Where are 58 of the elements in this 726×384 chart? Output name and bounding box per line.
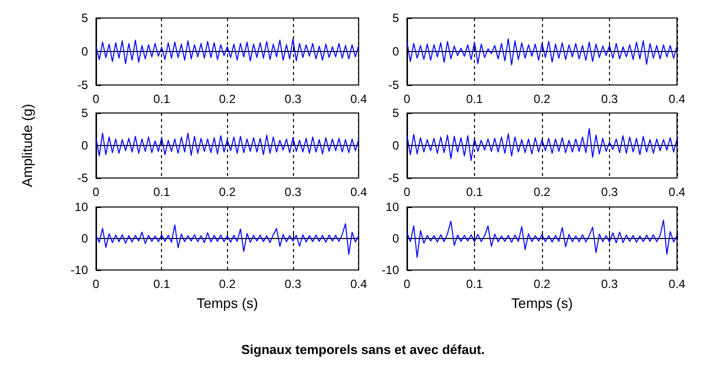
y-tick-label: 5 <box>81 106 88 120</box>
x-tick-label: 0.1 <box>153 277 170 291</box>
x-tick-label: 0.2 <box>218 92 236 106</box>
x-tick-label: 0 <box>92 277 100 291</box>
x-tick-label: 0.1 <box>466 185 484 199</box>
x-tick-label: 0.3 <box>601 277 618 291</box>
x-tick-label: 0.1 <box>466 92 484 106</box>
x-tick-label: 0.3 <box>284 92 302 106</box>
y-tick-label: -5 <box>77 171 88 185</box>
x-tick-label: 0.2 <box>534 185 551 199</box>
y-tick-label: 0 <box>81 138 88 152</box>
y-tick-label: -5 <box>388 78 400 92</box>
y-tick-label: -5 <box>77 78 88 92</box>
x-tick-label: 0.4 <box>350 92 368 106</box>
y-tick-label: 0 <box>392 232 400 246</box>
line-series <box>96 223 360 255</box>
y-tick-label: 5 <box>392 106 400 120</box>
x-tick-label: 0.2 <box>218 185 236 199</box>
x-axis-title: Temps (s) <box>511 295 573 311</box>
y-tick-label: 0 <box>392 44 400 58</box>
x-tick-label: 0.4 <box>668 92 686 106</box>
x-tick-label: 0 <box>92 185 100 199</box>
text: Signaux temporels sans et avec défaut. <box>240 342 486 357</box>
line-series <box>96 38 360 64</box>
line-series <box>406 128 678 161</box>
x-tick-label: 0.4 <box>668 185 686 199</box>
line-series <box>96 132 360 156</box>
y-tick-label: 0 <box>392 138 400 152</box>
x-tick-label: 0.3 <box>601 92 618 106</box>
y-tick-label: -10 <box>382 263 400 277</box>
x-tick-label: 0.3 <box>601 185 618 199</box>
x-tick-label: 0.1 <box>153 185 170 199</box>
x-axis-title: Temps (s) <box>196 295 258 311</box>
x-tick-label: 0 <box>404 277 411 291</box>
x-tick-label: 0.1 <box>153 92 170 106</box>
x-tick-label: 0.4 <box>350 185 368 199</box>
x-tick-label: 0.2 <box>534 277 551 291</box>
y-axis-title: Amplitude (g) <box>19 104 35 188</box>
x-tick-label: 0.1 <box>466 277 484 291</box>
line-series <box>406 38 678 66</box>
x-tick-label: 0.4 <box>668 277 686 291</box>
y-tick-label: 0 <box>81 232 88 246</box>
x-tick-label: 0.3 <box>284 185 302 199</box>
x-tick-label: 0.3 <box>284 277 302 291</box>
y-tick-label: -10 <box>70 263 88 277</box>
y-tick-label: 10 <box>74 200 88 214</box>
x-tick-label: 0 <box>404 185 411 199</box>
x-tick-label: 0 <box>92 92 100 106</box>
x-tick-label: 0.2 <box>218 277 236 291</box>
x-tick-label: 0 <box>404 92 411 106</box>
x-tick-label: 0.4 <box>350 277 368 291</box>
y-tick-label: 5 <box>81 11 88 25</box>
y-tick-label: 10 <box>386 200 400 214</box>
line-series <box>406 220 678 258</box>
x-tick-label: 0.2 <box>534 92 551 106</box>
y-tick-label: -5 <box>388 171 400 185</box>
y-tick-label: 0 <box>81 44 88 58</box>
y-tick-label: 5 <box>392 11 400 25</box>
